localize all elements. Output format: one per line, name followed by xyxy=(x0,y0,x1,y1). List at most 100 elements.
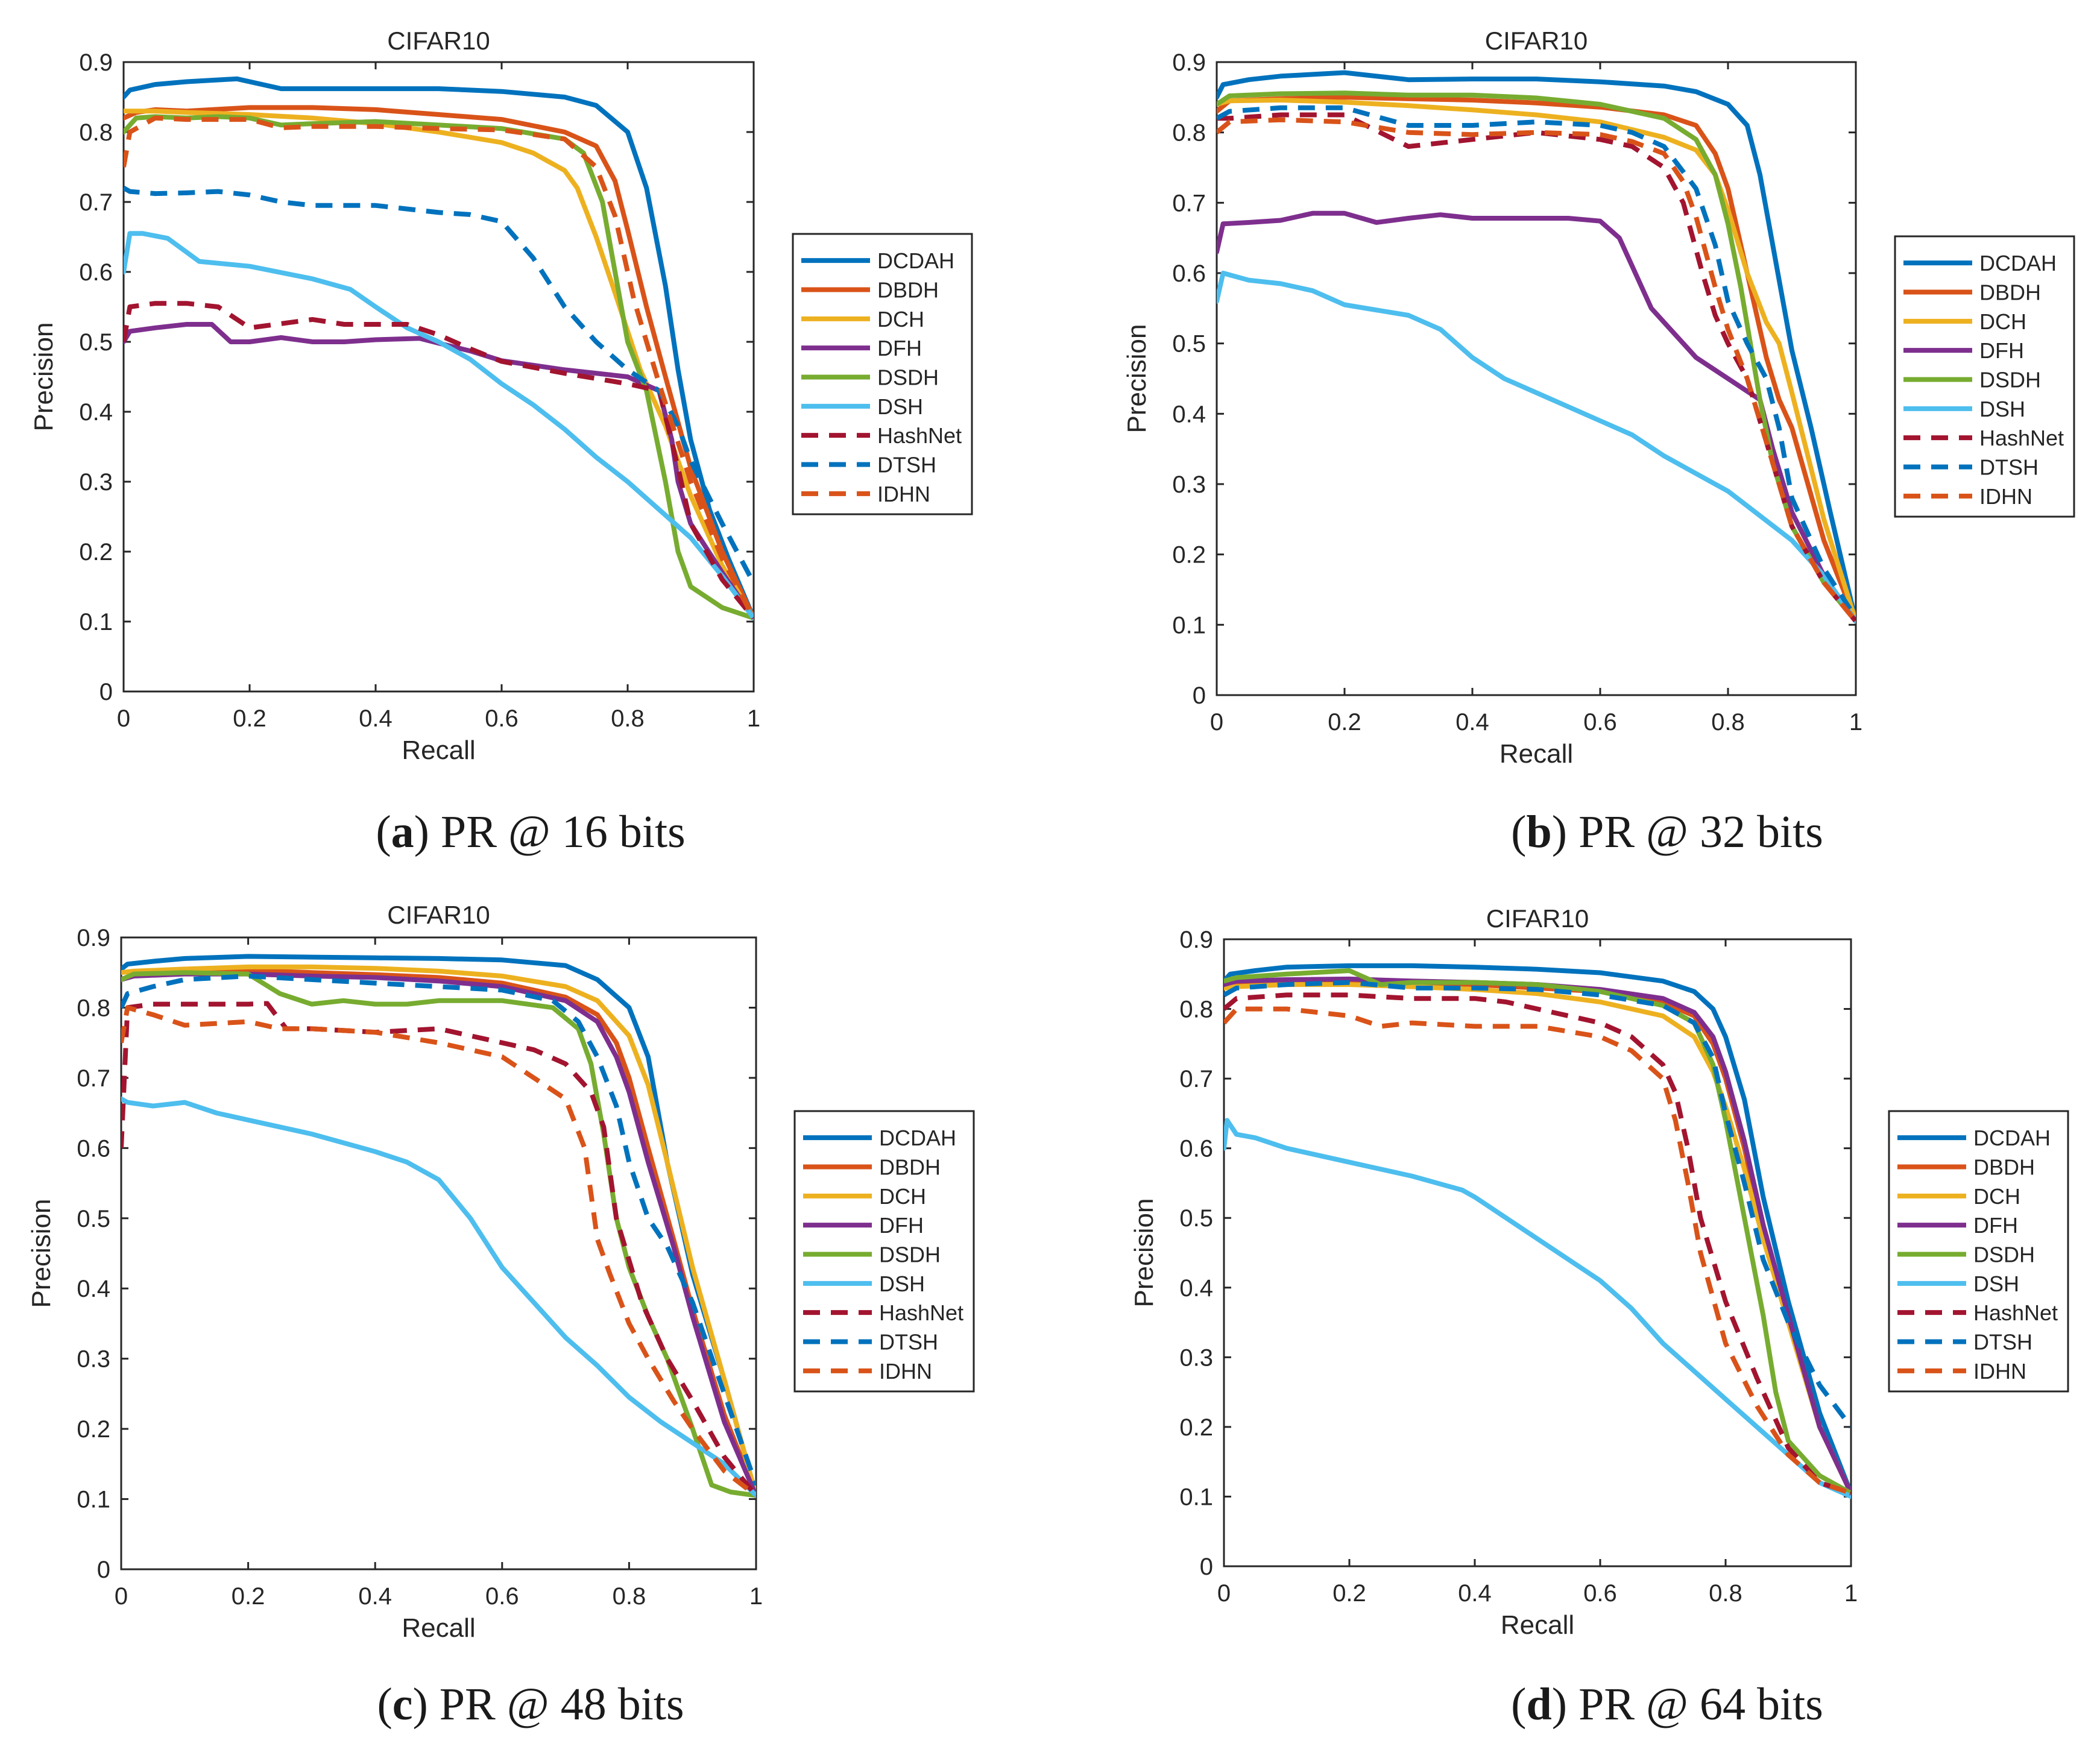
x-tick-label: 0.6 xyxy=(485,1583,519,1610)
series-line-dcdah xyxy=(1224,963,1851,1496)
series-line-dsh xyxy=(1224,1118,1851,1499)
x-tick-label: 0.4 xyxy=(359,705,393,732)
y-tick-label: 0.2 xyxy=(79,539,113,565)
chart-panel-3: CIFAR10 0 0.2 0.4 0.6 0.8 1 0 0.1 0.2 0.3 0.4 0.5 0.6… xyxy=(27,901,975,1730)
x-tick-label: 0 xyxy=(115,1583,128,1610)
y-tick-label: 0.1 xyxy=(77,1487,110,1513)
legend-label-dsdh: DSDH xyxy=(1979,368,2041,392)
chart-panel-4: CIFAR10 0 0.2 0.4 0.6 0.8 1 0 0.1 0.2 0.3 0.4 0.5 0.6… xyxy=(1129,904,2069,1730)
x-tick-label: 0.6 xyxy=(1583,709,1617,736)
y-tick-label: 0.6 xyxy=(77,1135,110,1162)
chart-panel-1: CIFAR10 0 0.2 0.4 0.6 0.8 1 0 0.1 0.2 0.3 0.4 0.5 0.6… xyxy=(29,27,973,857)
legend-label-hashnet: HashNet xyxy=(1973,1300,2058,1325)
x-tick-label: 0.6 xyxy=(485,705,519,732)
y-tick-label: 0.8 xyxy=(1172,120,1206,146)
legend: DCDAH DBDH DCH DFH DSDH DSH HashNet DTSH IDHN xyxy=(1894,235,2075,518)
chart-title: CIFAR10 xyxy=(387,901,490,929)
plot-area xyxy=(120,936,757,1570)
series-line-dsdh xyxy=(121,970,756,1498)
legend-label-dsh: DSH xyxy=(1973,1271,2019,1296)
y-tick-label: 0.9 xyxy=(1172,49,1206,76)
series-line-idhn xyxy=(121,1005,756,1498)
y-tick-label: 0.3 xyxy=(1179,1344,1213,1371)
x-tick-label: 0.8 xyxy=(613,1583,646,1610)
series-line-dsh xyxy=(1217,271,1856,624)
series-line-idhn xyxy=(1224,1006,1851,1496)
chart-title: CIFAR10 xyxy=(1485,27,1588,55)
chart-panel-2: CIFAR10 0 0.2 0.4 0.6 0.8 1 0 0.1 0.2 0.3 0.4 0.5 0.6… xyxy=(1122,27,2075,857)
legend-label-dcdah: DCDAH xyxy=(1973,1126,2051,1150)
y-tick-label: 0.4 xyxy=(1172,401,1206,427)
caption-text: ) PR @ 64 bits xyxy=(1552,1679,1823,1730)
legend-label-dsh: DSH xyxy=(879,1271,925,1296)
legend-label-dbdh: DBDH xyxy=(879,1155,941,1180)
legend-label-dfh: DFH xyxy=(879,1213,924,1238)
series-line-dfh xyxy=(1224,976,1851,1496)
legend-label-dbdh: DBDH xyxy=(1973,1155,2035,1180)
series-line-hashnet xyxy=(124,301,754,620)
x-tick-label: 0.2 xyxy=(1332,1580,1366,1607)
x-axis-label: Recall xyxy=(402,1613,475,1643)
series-line-dch xyxy=(121,964,756,1498)
x-tick-label: 0.2 xyxy=(233,705,266,732)
y-tick-label: 0.7 xyxy=(1172,190,1206,216)
panel-caption: (a) PR @ 16 bits xyxy=(376,807,685,857)
series-line-dch xyxy=(1224,982,1851,1496)
legend-label-dsh: DSH xyxy=(877,394,923,419)
caption-letter: a xyxy=(391,807,414,857)
y-tick-label: 0.5 xyxy=(77,1206,110,1232)
legend-label-dfh: DFH xyxy=(1973,1213,2018,1238)
series-line-dsh xyxy=(121,1096,756,1498)
plot-area xyxy=(1223,938,1852,1567)
y-tick-label: 0.7 xyxy=(1179,1066,1213,1092)
x-tick-label: 0 xyxy=(1210,709,1223,736)
legend-label-dtsh: DTSH xyxy=(1979,455,2039,480)
y-tick-label: 0.9 xyxy=(1179,927,1213,953)
panel-caption: (c) PR @ 48 bits xyxy=(377,1679,684,1730)
series-group xyxy=(1217,70,1856,624)
legend-label-idhn: IDHN xyxy=(879,1359,932,1384)
series-line-dcdah xyxy=(124,76,754,621)
x-tick-label: 1 xyxy=(749,1583,763,1610)
legend-label-dtsh: DTSH xyxy=(1973,1330,2032,1355)
series-line-dcdah xyxy=(1217,70,1856,624)
plot-area xyxy=(1216,61,1857,696)
y-tick-label: 0.4 xyxy=(79,399,113,426)
series-line-dbdh xyxy=(1217,95,1856,624)
caption-text: ) PR @ 48 bits xyxy=(412,1679,684,1730)
legend: DCDAH DBDH DCH DFH DSDH DSH HashNet DTSH IDHN xyxy=(793,1110,975,1393)
y-tick-label: 0 xyxy=(97,1557,110,1583)
y-tick-label: 0.5 xyxy=(79,329,113,356)
legend-label-dch: DCH xyxy=(879,1184,926,1209)
x-tick-label: 0.8 xyxy=(1711,709,1745,736)
caption-open-paren: ( xyxy=(1511,807,1526,857)
series-line-dtsh xyxy=(124,186,754,585)
legend-box xyxy=(1888,1110,2069,1393)
caption-letter: c xyxy=(393,1679,413,1730)
caption-text: ) PR @ 32 bits xyxy=(1552,807,1823,857)
x-axis-label: Recall xyxy=(1501,1610,1574,1640)
x-tick-label: 0 xyxy=(117,705,130,732)
x-tick-label: 0 xyxy=(1217,1580,1231,1607)
series-line-dsdh xyxy=(1224,968,1851,1496)
x-tick-label: 0.4 xyxy=(1455,709,1489,736)
caption-letter: d xyxy=(1526,1679,1551,1730)
legend-label-dcdah: DCDAH xyxy=(877,248,954,273)
legend-label-dch: DCH xyxy=(1973,1184,2020,1209)
x-tick-label: 0.8 xyxy=(1709,1580,1742,1607)
y-tick-label: 0.6 xyxy=(1172,260,1206,287)
y-tick-label: 0.2 xyxy=(77,1416,110,1443)
legend-label-idhn: IDHN xyxy=(1973,1359,2026,1384)
legend-label-dfh: DFH xyxy=(1979,338,2024,363)
series-group xyxy=(121,954,756,1498)
legend-label-dcdah: DCDAH xyxy=(879,1126,956,1150)
y-axis-label: Precision xyxy=(1129,1199,1159,1308)
y-tick-label: 0 xyxy=(1200,1554,1213,1580)
x-tick-label: 1 xyxy=(1849,709,1862,736)
y-axis-label: Precision xyxy=(1122,324,1152,433)
caption-open-paren: ( xyxy=(376,807,391,857)
y-tick-label: 0.5 xyxy=(1172,331,1206,358)
legend-label-dch: DCH xyxy=(1979,309,2026,334)
caption-letter: b xyxy=(1526,807,1551,857)
legend-label-idhn: IDHN xyxy=(877,482,930,506)
